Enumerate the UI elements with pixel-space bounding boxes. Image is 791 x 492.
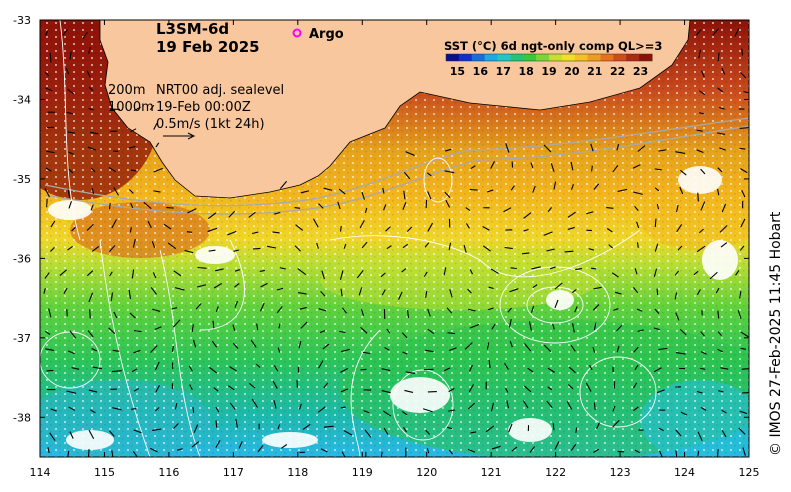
colorbar xyxy=(445,53,653,62)
colorbar-tick-label: 15 xyxy=(450,65,465,78)
x-tick-label: 121 xyxy=(481,466,502,479)
x-tick-label: 122 xyxy=(545,466,566,479)
x-tick-label: 119 xyxy=(352,466,373,479)
title-product: L3SM-6d xyxy=(156,20,229,38)
y-tick-label: -38 xyxy=(13,411,31,424)
colorbar-tick-label: 21 xyxy=(587,65,602,78)
contour-label-1000m: 1000m xyxy=(108,100,154,115)
time-label: 19-Feb 00:00Z xyxy=(156,100,251,115)
colorbar-tick-label: 18 xyxy=(518,65,533,78)
colorbar-tick-label: 22 xyxy=(610,65,625,78)
sealevel-label: NRT00 adj. sealevel xyxy=(156,83,284,98)
x-tick-label: 115 xyxy=(94,466,115,479)
x-tick-label: 114 xyxy=(30,466,51,479)
plot-frame xyxy=(39,19,750,458)
colorbar-ticks: 15 16 17 18 19 20 21 22 23 xyxy=(450,65,648,78)
contour-label-200m: 200m xyxy=(108,83,145,98)
current-vectors xyxy=(43,28,749,457)
colorbar-tick-label: 23 xyxy=(633,65,648,78)
x-tick-label: 125 xyxy=(739,466,760,479)
sealevel-contours xyxy=(40,20,657,457)
colorbar-tick-label: 17 xyxy=(496,65,511,78)
isobath-1000m xyxy=(44,125,749,215)
colorbar-tick-label: 16 xyxy=(473,65,489,78)
argo-marker-icon xyxy=(292,28,302,38)
y-tick-label: -33 xyxy=(13,14,31,27)
isobath-200m xyxy=(44,117,749,207)
y-tick-label: -34 xyxy=(13,93,31,106)
y-tick-label: -37 xyxy=(13,332,31,345)
argo-label: Argo xyxy=(309,27,344,42)
title-date: 19 Feb 2025 xyxy=(156,38,260,56)
colorbar-tick-label: 19 xyxy=(541,65,556,78)
x-tick-label: 117 xyxy=(223,466,244,479)
colorbar-tick-label: 20 xyxy=(564,65,580,78)
colorbar-title: SST (°C) 6d ngt-only comp QL>=3 xyxy=(444,39,662,53)
x-tick-label: 123 xyxy=(610,466,631,479)
x-tick-label: 116 xyxy=(158,466,179,479)
y-tick-label: -35 xyxy=(13,173,31,186)
axis-ticks: 114 115 116 117 118 119 120 121 122 123 124 125 -33 -… xyxy=(13,14,759,479)
credit-text: © IMOS 27-Feb-2025 11:45 Hobart xyxy=(768,211,784,456)
x-tick-label: 118 xyxy=(287,466,308,479)
plot-area xyxy=(40,20,749,457)
land-mass xyxy=(99,20,691,199)
vector-scale-label: 0.5m/s (1kt 24h) xyxy=(156,117,265,132)
x-tick-label: 120 xyxy=(416,466,437,479)
cloud-patches xyxy=(48,166,738,450)
y-tick-label: -36 xyxy=(13,252,31,265)
x-tick-label: 124 xyxy=(674,466,695,479)
